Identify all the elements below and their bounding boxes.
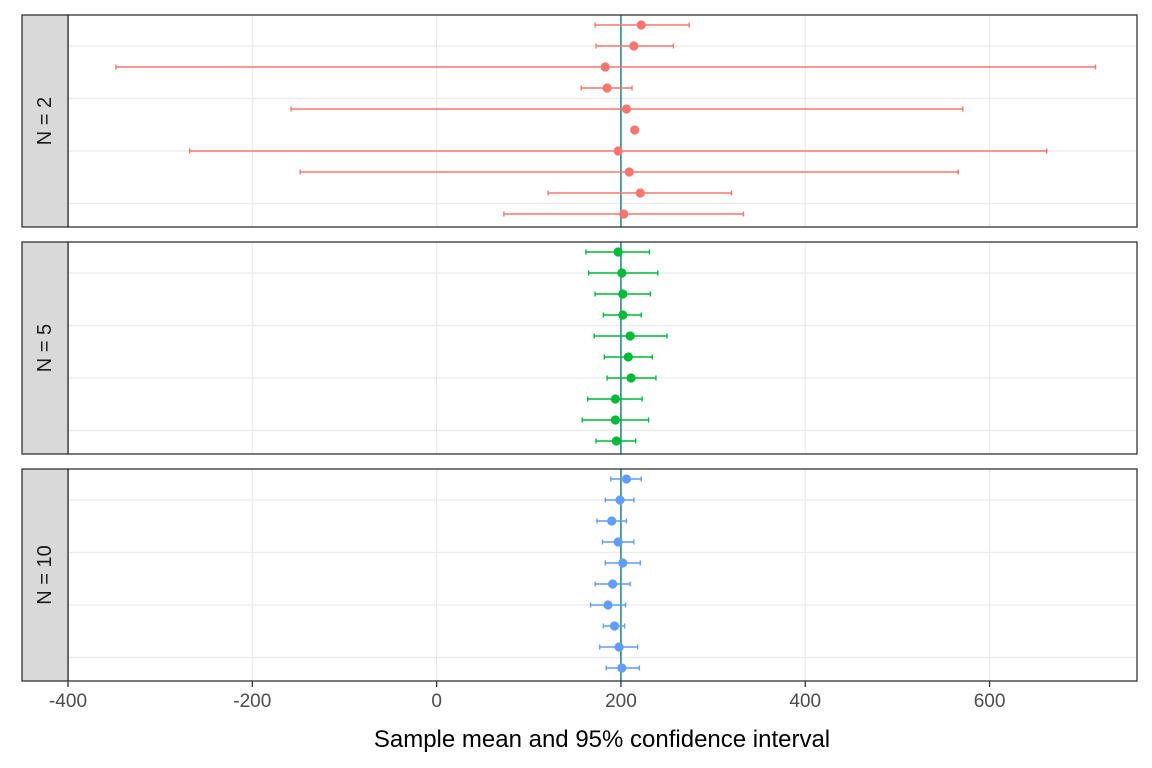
facet-strip (21, 241, 69, 455)
data-point (618, 289, 628, 299)
data-point (626, 373, 636, 383)
data-point (613, 537, 623, 547)
data-point (614, 642, 624, 652)
data-point (610, 394, 621, 404)
data-point (618, 310, 628, 320)
facet-strip-label: N = 10 (34, 545, 56, 604)
panel-background (68, 15, 1137, 227)
data-point (617, 663, 627, 673)
data-point (619, 209, 629, 219)
data-point (602, 83, 612, 93)
data-point (611, 436, 621, 446)
data-point (624, 167, 634, 177)
data-point (609, 621, 620, 631)
x-tick-label: 400 (789, 691, 821, 712)
data-point (625, 331, 635, 341)
x-tick-label: 200 (605, 691, 637, 712)
panel-background (68, 242, 1137, 454)
data-point (607, 516, 617, 526)
data-point (600, 62, 610, 72)
facet-strip-label: N = 2 (34, 97, 56, 145)
facet-strip (21, 468, 69, 682)
x-tick-label: -200 (233, 691, 271, 712)
facet-strip (21, 14, 69, 228)
x-tick-label: 0 (431, 691, 442, 712)
facet-strip-label: N = 5 (34, 324, 56, 372)
data-point (636, 20, 646, 30)
data-point (618, 558, 628, 568)
data-point (635, 188, 645, 198)
facet-panel: N = 10 (21, 468, 1138, 682)
data-point (608, 579, 618, 589)
data-point (617, 268, 627, 278)
facet-panel: N = 5 (21, 241, 1138, 455)
data-point (613, 247, 623, 257)
data-point (621, 104, 632, 114)
x-axis: -400 -200 0 200 400 600 (49, 681, 1005, 712)
data-point (629, 41, 639, 51)
x-axis-title: Sample mean and 95% confidence interval (374, 726, 830, 753)
x-tick-label: 600 (974, 691, 1006, 712)
data-point (615, 495, 625, 505)
panel-background (68, 469, 1137, 681)
data-point (613, 146, 623, 156)
x-tick-label: -400 (49, 691, 87, 712)
data-point (603, 600, 613, 610)
data-point (610, 415, 621, 425)
facet-panel: N = 2 (21, 14, 1138, 228)
facet-panels: N = 2 N = 5 N = 10 (21, 14, 1138, 682)
data-point (630, 125, 640, 135)
data-point (623, 352, 633, 362)
data-point (621, 474, 632, 484)
